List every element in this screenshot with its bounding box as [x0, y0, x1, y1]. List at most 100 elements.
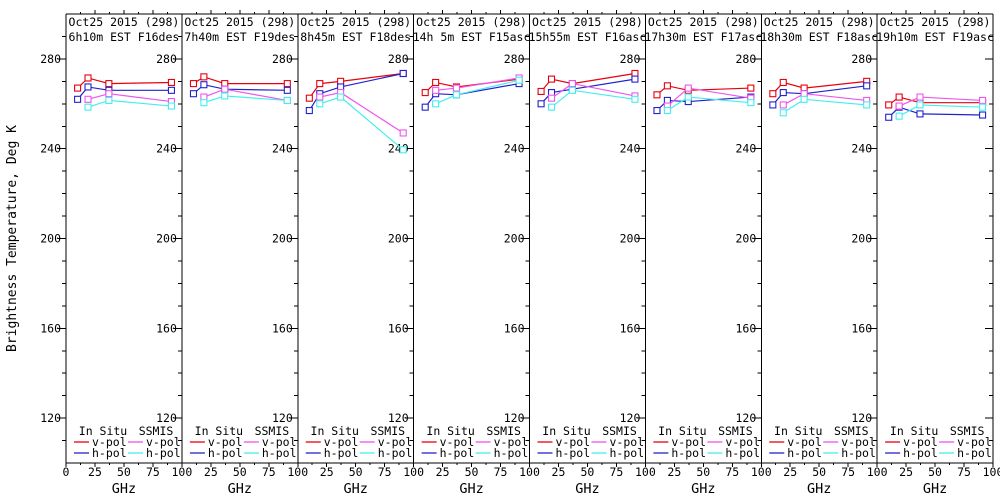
x-tick-label: 50 — [581, 465, 595, 479]
y-tick-label: 200 — [388, 232, 409, 246]
axes — [58, 10, 994, 467]
data-point-marker — [663, 82, 671, 90]
data-point-marker — [84, 74, 92, 82]
panel-1-series-ssmis-hpol — [84, 96, 175, 111]
data-point-marker — [221, 92, 229, 100]
y-tick-label: 120 — [156, 411, 177, 425]
series-line — [193, 76, 288, 85]
data-point-marker — [769, 90, 777, 98]
x-tick-label: 75 — [378, 465, 392, 479]
data-point-marker — [84, 95, 92, 103]
y-tick-label: 280 — [272, 52, 293, 66]
legend-group-insitu: In Situ — [426, 424, 474, 438]
x-tick-labels: 0 25 50 75 100 GHz 25 50 75 100 GHz 25 50 75 100 GHz 25 5… — [63, 465, 1000, 497]
panel-4-series-ssmis-hpol — [432, 76, 523, 108]
y-tick-label: 160 — [504, 321, 525, 335]
legend-label-vpol: v-pol — [787, 435, 822, 449]
x-axis-title: GHz — [575, 481, 599, 497]
data-point-marker — [105, 96, 113, 104]
x-axis-title: GHz — [807, 481, 831, 497]
legend-label-hpol: h-pol — [725, 446, 760, 460]
x-tick-label: 100 — [867, 465, 888, 479]
panel-title-info: 19h10m EST F19asc — [876, 30, 994, 44]
data-point-marker — [653, 91, 661, 99]
x-axis-title: GHz — [923, 481, 947, 497]
x-tick-label: 75 — [841, 465, 855, 479]
legend-label-vpol: v-pol — [671, 435, 706, 449]
series-line — [888, 106, 983, 118]
legend-label-vpol: v-pol — [208, 435, 243, 449]
panel-5-series-ssmis-hpol — [547, 86, 639, 111]
series-line — [782, 98, 867, 114]
series-line — [666, 87, 751, 107]
y-tick-label: 160 — [40, 321, 61, 335]
data-point-marker — [74, 84, 82, 92]
data-point-marker — [189, 90, 198, 98]
data-point-marker — [916, 101, 924, 109]
panel-title-info: 7h40m EST F19des — [184, 30, 295, 44]
x-tick-label: 50 — [233, 465, 247, 479]
x-axis-title: GHz — [228, 481, 252, 497]
x-tick-label: 25 — [899, 465, 913, 479]
data-point-marker — [537, 100, 545, 108]
x-axis-title: GHz — [459, 481, 483, 497]
y-tick-label: 240 — [735, 142, 756, 156]
data-point-marker — [283, 86, 291, 94]
x-axis-title: GHz — [343, 481, 367, 497]
data-point-marker — [916, 93, 924, 101]
series-line — [540, 78, 636, 105]
data-point-marker — [316, 100, 324, 108]
legend-label-vpol: v-pol — [378, 435, 413, 449]
legend-label-vpol: v-pol — [903, 435, 938, 449]
y-tick-label: 160 — [851, 321, 872, 335]
series-line — [319, 91, 404, 134]
legend-group-ssmis: SSMIS — [255, 424, 290, 438]
panel-title-info: 14h 5m EST F15asc — [413, 30, 531, 44]
panel-title-date: Oct25 2015 (298) — [764, 15, 875, 29]
panel-2-series-insitu-vpol — [189, 73, 291, 88]
x-tick-label: 25 — [320, 465, 334, 479]
panel-title-info: 18h30m EST F18asc — [760, 30, 878, 44]
x-tick-label: 75 — [957, 465, 971, 479]
panel-3-series-ssmis-vpol — [316, 89, 407, 137]
data-point-marker — [769, 101, 777, 109]
y-axis-title: Brightness Temperature, Deg K — [5, 125, 20, 352]
y-tick-label: 280 — [504, 52, 525, 66]
data-point-marker — [547, 75, 556, 83]
data-point-marker — [305, 94, 313, 102]
data-point-marker — [631, 75, 639, 83]
data-point-marker — [283, 96, 291, 104]
y-tick-label: 280 — [156, 52, 177, 66]
panel-title-date: Oct25 2015 (298) — [532, 15, 643, 29]
y-tick-label: 240 — [851, 142, 872, 156]
x-tick-label: 75 — [262, 465, 276, 479]
legend-group-ssmis: SSMIS — [834, 424, 869, 438]
data-point-marker — [200, 73, 208, 81]
series-line — [667, 96, 751, 112]
x-tick-label: 100 — [751, 465, 772, 479]
series-line — [656, 85, 751, 96]
x-tick-label: 50 — [349, 465, 363, 479]
series-line — [540, 72, 636, 92]
legend-label-vpol: v-pol — [610, 435, 645, 449]
x-tick-label: 100 — [635, 465, 656, 479]
y-tick-label: 120 — [40, 411, 61, 425]
data-point-marker — [167, 102, 175, 110]
legend-label-hpol: h-pol — [610, 446, 645, 460]
data-point-marker — [747, 84, 755, 92]
legend-group-ssmis: SSMIS — [718, 424, 753, 438]
legend-label-vpol: v-pol — [440, 435, 475, 449]
y-tick-label: 240 — [272, 142, 293, 156]
y-tick-label: 200 — [851, 232, 872, 246]
legend-label-hpol: h-pol — [841, 446, 876, 460]
data-point-marker — [568, 80, 576, 88]
y-tick-label: 200 — [40, 232, 61, 246]
panel-title-date: Oct25 2015 (298) — [184, 15, 295, 29]
x-tick-label: 100 — [519, 465, 540, 479]
panel-2: Oct25 2015 (298)7h40m EST F19des — [184, 15, 295, 107]
panel-7-series-ssmis-hpol — [779, 95, 871, 117]
data-point-marker — [167, 78, 175, 87]
